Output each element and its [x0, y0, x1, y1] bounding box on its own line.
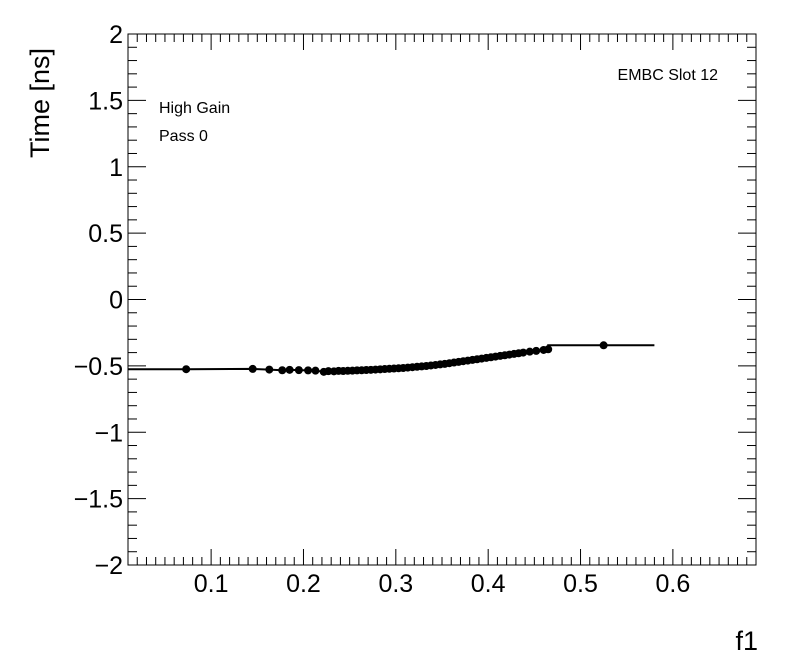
data-points — [182, 341, 608, 376]
data-point — [544, 345, 553, 354]
pass-annotation: Pass 0 — [159, 128, 208, 145]
axis-ticks — [127, 33, 757, 566]
data-point — [248, 364, 257, 373]
y-tick-label: 1 — [109, 154, 123, 182]
y-tick-label: −1 — [94, 419, 123, 447]
data-point — [519, 348, 528, 357]
y-tick-label: 0.5 — [88, 220, 123, 248]
data-point — [324, 367, 333, 376]
x-tick-label: 0.6 — [655, 570, 690, 598]
x-tick-label: 0.2 — [286, 570, 321, 598]
data-point — [285, 365, 294, 374]
slot-annotation: EMBC Slot 12 — [618, 67, 719, 84]
x-tick-label: 0.4 — [471, 570, 506, 598]
y-axis-title: Time [ns] — [25, 48, 55, 158]
data-point — [304, 366, 313, 375]
data-point — [294, 366, 303, 375]
data-point — [532, 346, 541, 355]
x-tick-label: 0.1 — [194, 570, 229, 598]
data-point — [525, 347, 534, 356]
gain-annotation: High Gain — [159, 100, 230, 117]
data-point — [311, 366, 320, 375]
x-tick-label: 0.5 — [563, 570, 598, 598]
x-tick-label: 0.3 — [378, 570, 413, 598]
y-tick-label: 1.5 — [88, 87, 123, 115]
data-point — [265, 365, 274, 374]
y-tick-label: −1.5 — [74, 486, 123, 514]
x-axis-title: f1 — [735, 626, 758, 656]
x-tick-labels: 0.1 0.2 0.3 0.4 0.5 0.6 — [194, 570, 691, 598]
data-point — [599, 341, 608, 350]
data-point — [182, 365, 191, 374]
y-tick-label: −0.5 — [74, 353, 123, 381]
y-tick-label: −2 — [94, 552, 123, 580]
data-point — [278, 366, 287, 375]
y-tick-label: 0 — [109, 287, 123, 315]
y-tick-label: 2 — [109, 21, 123, 49]
y-tick-labels: −2 −1.5 −1 −0.5 0 0.5 1 1.5 2 — [74, 21, 123, 580]
